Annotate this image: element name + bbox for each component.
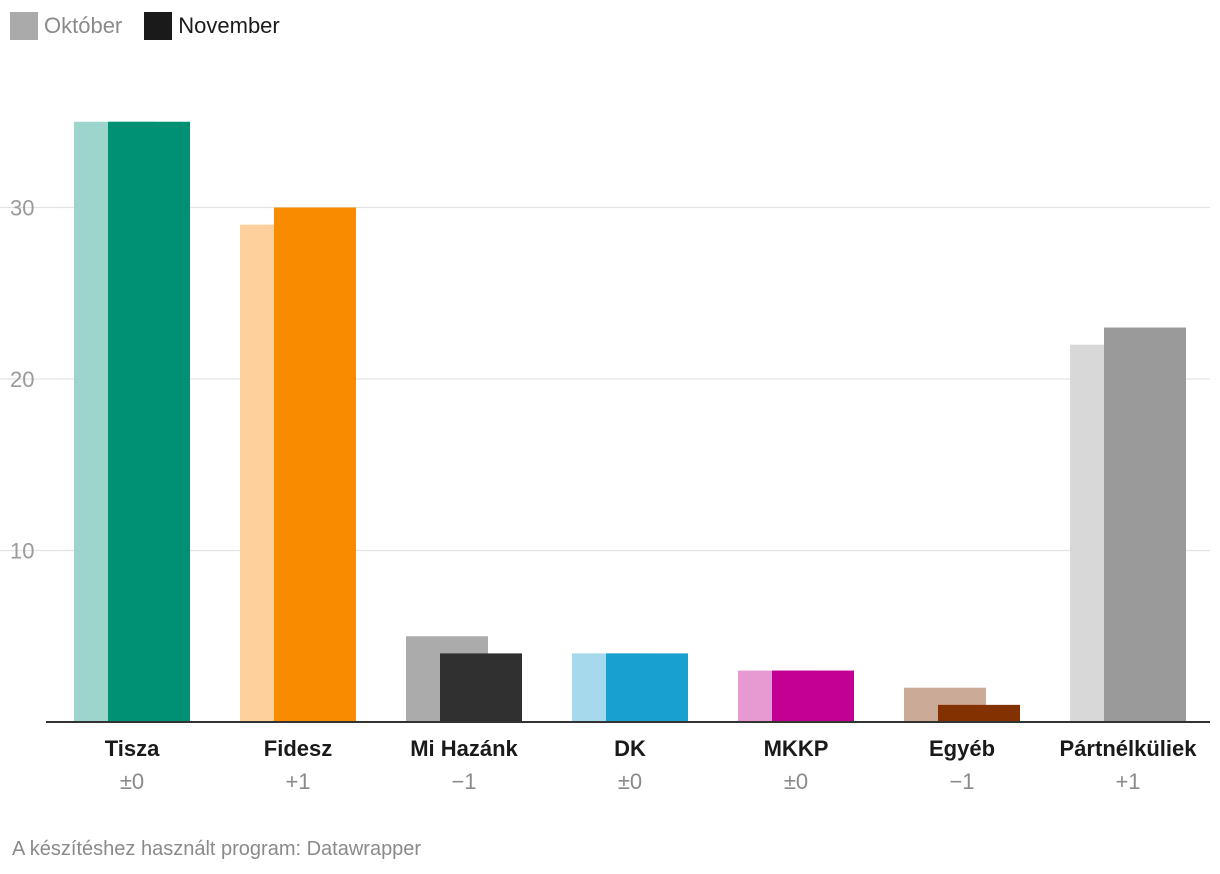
legend-item-november: November	[144, 12, 280, 40]
change-label-egy-b: −1	[949, 769, 974, 794]
y-tick-label-20: 20	[10, 367, 34, 392]
change-label-mkkp: ±0	[784, 769, 808, 794]
bar-november-mkkp	[772, 670, 854, 722]
x-tick-label-mi-haz-nk: Mi Hazánk	[410, 736, 518, 761]
bar-november-p-rtn-lk-liek	[1104, 327, 1186, 722]
bar-november-mi-haz-nk	[440, 653, 522, 722]
x-tick-label-fidesz: Fidesz	[264, 736, 332, 761]
x-tick-label-tisza: Tisza	[105, 736, 160, 761]
x-tick-label-egy-b: Egyéb	[929, 736, 995, 761]
legend-swatch-november	[144, 12, 173, 40]
change-label-mi-haz-nk: −1	[451, 769, 476, 794]
chart-credit: A készítéshez használt program: Datawrap…	[12, 838, 422, 860]
change-label-dk: ±0	[618, 769, 642, 794]
legend-item-oktober: Október	[10, 12, 122, 40]
legend-label-november: November	[178, 13, 280, 38]
change-label-fidesz: +1	[285, 769, 310, 794]
y-tick-label-30: 30	[10, 196, 34, 221]
x-tick-label-dk: DK	[614, 736, 646, 761]
bar-november-egy-b	[938, 704, 1020, 722]
bar-november-dk	[606, 653, 688, 722]
legend-label-oktober: Október	[44, 13, 123, 38]
legend-swatch-oktober	[10, 12, 38, 40]
chart-legend: Október November	[10, 12, 302, 40]
y-tick-label-10: 10	[10, 539, 34, 564]
bar-chart: 10 20 30 Tisza ±0 Fidesz +1 Mi Hazánk −1 DK ±0 MKKP…	[0, 121, 1210, 794]
x-tick-label-mkkp: MKKP	[764, 736, 829, 761]
change-label-p-rtn-lk-liek: +1	[1115, 769, 1140, 794]
bar-november-fidesz	[274, 207, 356, 722]
x-tick-label-p-rtn-lk-liek: Pártnélküliek	[1060, 736, 1198, 761]
bar-november-tisza	[108, 121, 190, 722]
change-label-tisza: ±0	[120, 769, 144, 794]
